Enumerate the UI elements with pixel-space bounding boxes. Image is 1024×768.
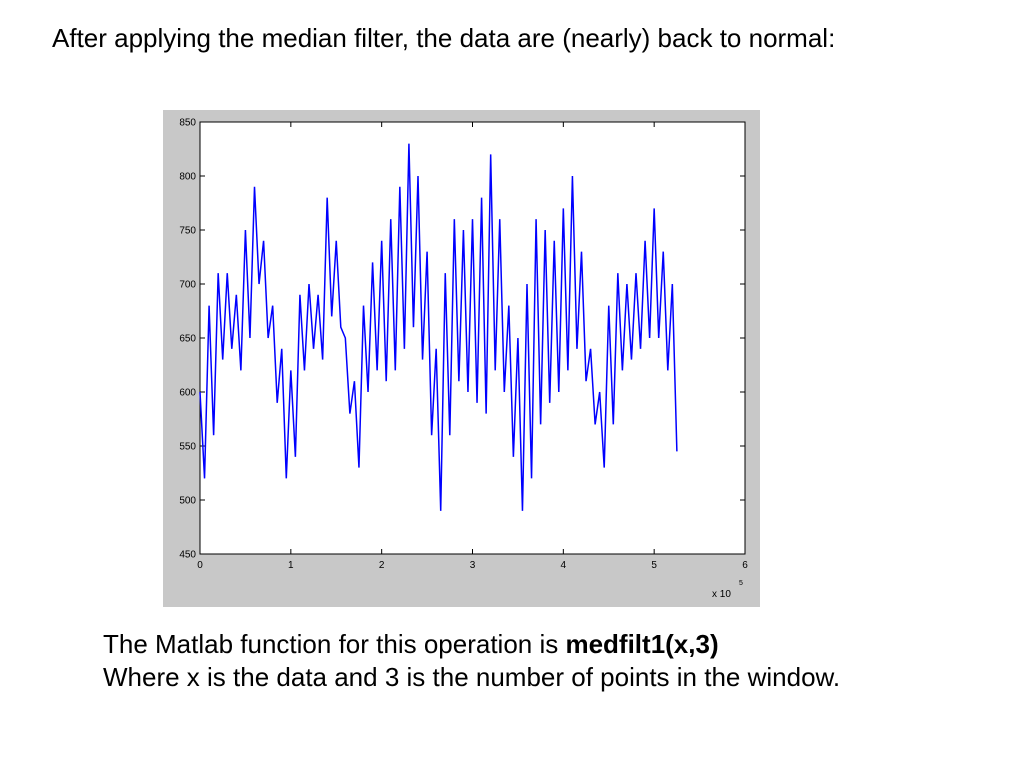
y-tick-label: 750: [179, 226, 196, 237]
y-tick-label: 450: [179, 550, 196, 561]
x-tick-label: 1: [288, 560, 294, 571]
x-tick-label: 0: [197, 560, 203, 571]
x-multiplier-exponent: 5: [739, 580, 743, 587]
data-line: [199, 143, 678, 511]
x-tick-label: 6: [742, 560, 748, 571]
x-tick-label: 2: [379, 560, 385, 571]
x-tick-label: 5: [651, 560, 657, 571]
x-tick-label: 3: [470, 560, 476, 571]
x-multiplier: x 10: [712, 589, 731, 600]
x-tick-label: 4: [561, 560, 567, 571]
plot-area: [199, 121, 746, 555]
y-tick-label: 600: [179, 388, 196, 399]
y-tick-label: 550: [179, 442, 196, 453]
y-tick-label: 850: [179, 118, 196, 129]
footer-note: Where x is the data and 3 is the number …: [103, 662, 841, 692]
y-tick-label: 650: [179, 334, 196, 345]
footer: The Matlab function for this operation i…: [103, 628, 953, 694]
heading: After applying the median filter, the da…: [52, 23, 836, 53]
y-tick-label: 500: [179, 496, 196, 507]
y-tick-label: 700: [179, 280, 196, 291]
footer-code: medfilt1(x,3): [565, 629, 719, 659]
y-tick-label: 800: [179, 172, 196, 183]
footer-intro: The Matlab function for this operation i…: [103, 629, 566, 659]
